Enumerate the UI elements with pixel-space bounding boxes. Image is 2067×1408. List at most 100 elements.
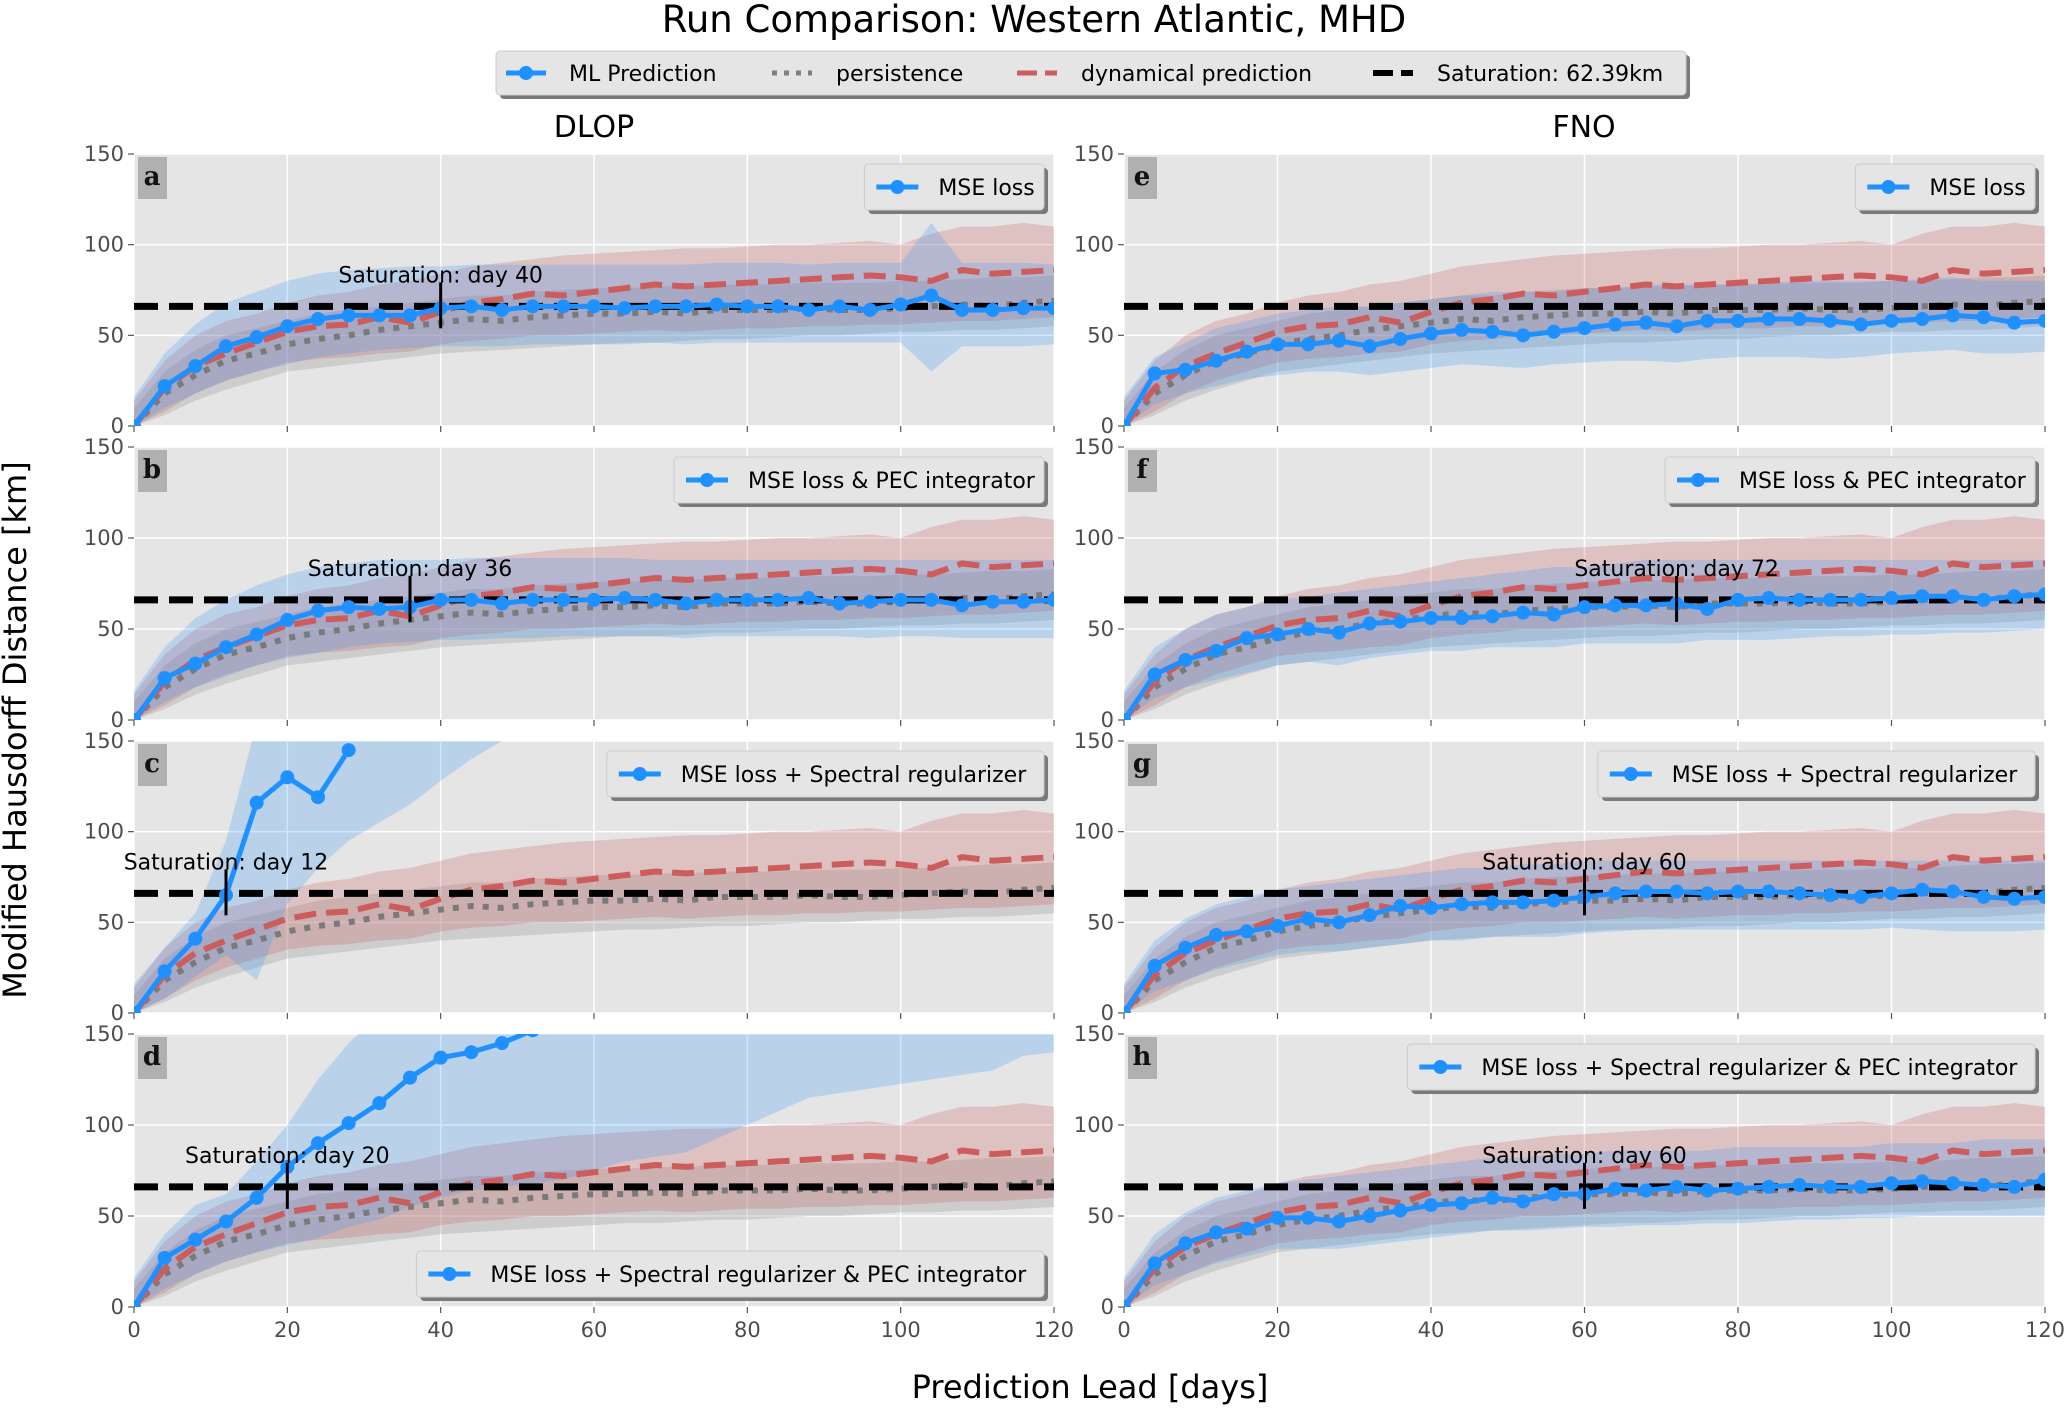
ml-point — [495, 302, 509, 317]
ml-point — [1270, 337, 1285, 352]
ml-point — [495, 596, 509, 611]
ml-point — [372, 308, 387, 323]
figure-legend: ML Prediction persistence dynamical pred… — [495, 50, 1690, 99]
ml-point — [1976, 889, 1991, 904]
panel-label-box — [1128, 157, 1157, 199]
ml-point — [955, 302, 969, 317]
ml-point — [1669, 319, 1684, 334]
ml-point — [801, 591, 816, 606]
ml-point — [1454, 897, 1469, 912]
y-tick-label: 100 — [1074, 1113, 1114, 1137]
panel-legend-marker — [890, 180, 905, 194]
ml-point — [219, 339, 233, 354]
ml-point — [219, 640, 233, 655]
ml-point — [1884, 591, 1899, 606]
ml-point — [2007, 589, 2022, 604]
ml-point — [2038, 313, 2045, 328]
persistence-band — [1124, 862, 2045, 1013]
ml-point — [1209, 928, 1224, 943]
panel-legend: MSE loss & PEC integrator — [1664, 456, 2039, 507]
panel-legend: MSE loss — [863, 163, 1048, 214]
panel-label: f — [1136, 455, 1149, 485]
ml-point — [863, 302, 877, 317]
y-tick-label: 100 — [1074, 526, 1114, 550]
persistence-band — [134, 862, 1054, 1013]
ml-point — [1516, 605, 1531, 620]
x-tick-label: 60 — [1571, 1318, 1598, 1342]
ml-band — [134, 222, 1054, 426]
ml-point — [311, 1136, 325, 1151]
ml-point — [1124, 713, 1131, 720]
ml-point — [1976, 310, 1991, 325]
panel-label-box — [138, 1037, 167, 1079]
ml-point — [1016, 594, 1031, 609]
ml-point — [617, 301, 632, 316]
legend-entry-dynamical: dynamical prediction — [1017, 62, 1312, 87]
ml-point — [1393, 614, 1408, 629]
ml-point — [134, 713, 141, 720]
panel-label: g — [1133, 749, 1151, 779]
ml-point — [2007, 315, 2022, 330]
ml-point — [1516, 328, 1531, 343]
legend-ml-marker — [519, 66, 533, 80]
saturation-annotation: Saturation: day 60 — [1482, 850, 1687, 875]
ml-point — [924, 592, 939, 607]
ml-point — [2038, 889, 2045, 904]
y-tick-label: 0 — [1101, 414, 1114, 438]
ml-point — [1976, 592, 1991, 607]
y-tick-label: 50 — [97, 910, 124, 934]
dynamical-line — [1124, 266, 2045, 426]
y-tick-label: 0 — [111, 1295, 124, 1319]
ml-point — [1331, 1214, 1346, 1229]
ml-point — [1792, 592, 1807, 607]
ml-point — [709, 592, 724, 607]
ml-point — [188, 1232, 203, 1247]
ml-point — [1577, 321, 1592, 336]
ml-point — [1270, 1210, 1285, 1225]
ml-point — [1700, 601, 1715, 616]
ml-point — [341, 600, 356, 615]
panel-legend-marker — [442, 1267, 457, 1281]
ml-point — [832, 596, 847, 611]
legend-entry-ml: ML Prediction — [506, 62, 717, 87]
ml-point — [1915, 1174, 1930, 1189]
y-tick-label: 100 — [1074, 233, 1114, 257]
ml-point — [134, 419, 141, 426]
ml-point — [1047, 301, 1054, 316]
ml-point — [495, 1036, 509, 1051]
ml-point — [1608, 317, 1623, 332]
panel-label: a — [144, 162, 161, 192]
dynamical-line — [134, 1147, 1054, 1307]
panel-legend-label: MSE loss + Spectral regularizer & PEC in… — [1481, 1056, 2018, 1081]
figure-title: Run Comparison: Western Atlantic, MHD — [662, 0, 1406, 41]
ml-point — [617, 591, 632, 606]
saturation-annotation: Saturation: day 40 — [338, 263, 543, 288]
panel-legend-marker — [700, 473, 714, 487]
ml-point — [1884, 313, 1899, 328]
ml-point — [134, 1006, 141, 1013]
ml-point — [403, 308, 417, 323]
ml-point — [1608, 1181, 1623, 1196]
x-axis-label: Prediction Lead [days] — [912, 1368, 1269, 1406]
ml-point — [157, 671, 172, 686]
ml-point — [464, 1045, 479, 1060]
ml-point — [1945, 884, 1960, 899]
panel-legend-marker — [1623, 767, 1638, 781]
panel-e: 0 50 100 150 e MSE loss — [1074, 142, 2046, 438]
saturation-annotation: Saturation: day 72 — [1574, 557, 1779, 582]
ml-point — [433, 1050, 448, 1065]
ml-point — [1638, 598, 1653, 613]
ml-point — [1301, 337, 1316, 352]
panel-label-box — [138, 157, 167, 199]
ml-point — [1178, 1236, 1193, 1251]
panel-legend: MSE loss + Spectral regularizer — [606, 750, 1048, 801]
ml-point — [1239, 924, 1254, 939]
panel-label: d — [143, 1042, 161, 1072]
ml-point — [1209, 1225, 1224, 1240]
ml-point — [433, 592, 448, 607]
panel-legend-label: MSE loss & PEC integrator — [748, 469, 1036, 494]
ml-point — [1669, 1179, 1684, 1194]
dynamical-line — [134, 266, 1054, 426]
ml-point — [1239, 631, 1254, 646]
dynamical-line — [1124, 560, 2045, 720]
